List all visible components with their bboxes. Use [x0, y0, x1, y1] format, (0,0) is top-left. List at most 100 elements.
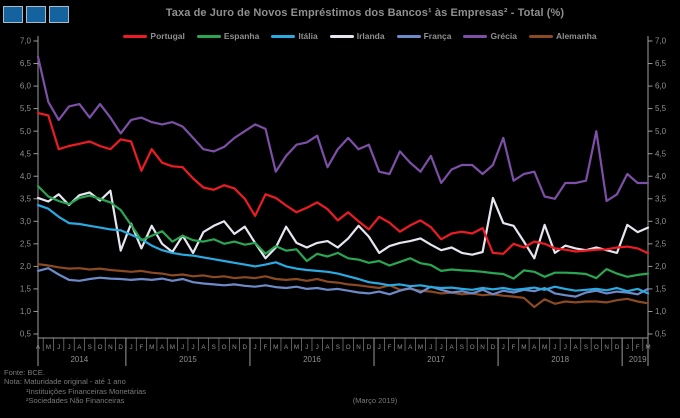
x-month-label: A: [325, 344, 330, 351]
chart-footnotes: Fonte: BCE. Nota: Maturidade original - …: [4, 368, 146, 406]
y-tick-label-left: 2,5: [20, 239, 32, 248]
x-month-label: J: [564, 344, 567, 351]
y-tick-label-left: 1,5: [20, 285, 32, 294]
y-tick-label-left: 4,0: [20, 172, 32, 181]
x-month-label: J: [553, 344, 556, 351]
y-tick-label-right: 6,0: [655, 82, 667, 91]
legend-swatch-grecia: [463, 34, 488, 38]
legend-item-franca: França: [396, 31, 452, 41]
y-tick-label-right: 0,5: [655, 330, 667, 339]
x-month-label: D: [367, 344, 372, 351]
legend-item-italia: Itália: [271, 31, 318, 41]
x-month-label: O: [98, 344, 103, 351]
x-month-label: S: [460, 344, 464, 351]
brand-logo: [3, 6, 69, 23]
y-tick-label-right: 2,0: [655, 262, 667, 271]
x-month-label: M: [418, 344, 423, 351]
legend-label: Espanha: [223, 31, 260, 41]
legend-swatch-franca: [396, 34, 421, 38]
x-month-label: N: [356, 344, 361, 351]
legend-label: Alemanha: [555, 31, 597, 41]
y-tick-label-right: 7,0: [655, 37, 667, 46]
x-month-label: N: [604, 344, 609, 351]
x-month-label: J: [440, 344, 443, 351]
x-month-label: J: [305, 344, 308, 351]
y-tick-label-right: 3,5: [655, 194, 667, 203]
x-month-label: A: [532, 344, 537, 351]
x-year-label: 2016: [303, 355, 321, 364]
series-line-espanha: [36, 185, 650, 280]
logo-square: [3, 6, 23, 23]
x-month-label: S: [212, 344, 216, 351]
legend-swatch-alemanha: [528, 34, 553, 38]
x-month-label: J: [67, 344, 70, 351]
y-tick-label-left: 5,0: [20, 127, 32, 136]
x-month-label: M: [46, 344, 51, 351]
y-tick-label-left: 2,0: [20, 262, 32, 271]
x-month-label: D: [615, 344, 620, 351]
x-month-label: A: [574, 344, 579, 351]
x-month-label: S: [584, 344, 588, 351]
x-month-label: M: [521, 344, 526, 351]
legend-label: Irlanda: [356, 31, 385, 41]
source-note: Fonte: BCE.: [4, 368, 45, 377]
x-month-label: D: [242, 344, 247, 351]
x-month-label: N: [232, 344, 237, 351]
legend-swatch-portugal: [123, 34, 148, 38]
footnote-1: ¹Instituições Financeiras Monetárias: [26, 386, 147, 396]
x-month-label: M: [294, 344, 299, 351]
legend-item-espanha: Espanha: [196, 31, 260, 41]
y-tick-label-left: 3,0: [20, 217, 32, 226]
x-month-label: J: [254, 344, 257, 351]
y-tick-label-right: 2,5: [655, 239, 667, 248]
x-month-label: N: [480, 344, 485, 351]
x-month-label: J: [429, 344, 432, 351]
y-tick-label-right: 3,0: [655, 217, 667, 226]
x-month-label: J: [192, 344, 195, 351]
y-tick-label-left: 5,5: [20, 104, 32, 113]
legend-item-irlanda: Irlanda: [329, 31, 385, 41]
x-year-label: 2015: [179, 355, 197, 364]
x-month-label: J: [626, 344, 629, 351]
y-tick-label-right: 1,5: [655, 285, 667, 294]
legend-swatch-espanha: [196, 34, 221, 38]
series-line-alemanha: [36, 263, 650, 309]
y-tick-label-right: 5,5: [655, 104, 667, 113]
y-tick-label-left: 7,0: [20, 37, 32, 46]
x-month-label: O: [222, 344, 227, 351]
legend-item-alemanha: Alemanha: [528, 31, 597, 41]
y-tick-label-right: 1,0: [655, 307, 667, 316]
y-tick-label-left: 6,5: [20, 59, 32, 68]
y-tick-label-left: 1,0: [20, 307, 32, 316]
legend-label: Itália: [298, 31, 318, 41]
x-month-label: A: [77, 344, 82, 351]
x-year-label: 2014: [70, 355, 88, 364]
series-line-portugal: [36, 111, 650, 255]
x-month-label: A: [449, 344, 454, 351]
x-month-label: J: [502, 344, 505, 351]
y-tick-label-left: 0,5: [20, 330, 32, 339]
x-year-label: 2018: [551, 355, 569, 364]
x-month-label: O: [594, 344, 599, 351]
series-line-irlanda: [36, 189, 650, 260]
chart-title: Taxa de Juro de Novos Empréstimos dos Ba…: [165, 7, 565, 19]
logo-square: [49, 6, 69, 23]
footnote-2: ²Sociedades Não Financeiras: [26, 396, 125, 406]
y-tick-label-right: 4,0: [655, 172, 667, 181]
x-month-label: F: [264, 344, 268, 351]
legend-label: França: [423, 31, 452, 41]
x-month-label: A: [284, 344, 289, 351]
x-month-label: F: [636, 344, 640, 351]
x-month-label: O: [470, 344, 475, 351]
x-month-label: M: [542, 344, 547, 351]
legend-label: Portugal: [150, 31, 185, 41]
x-month-label: M: [149, 344, 154, 351]
x-month-label: M: [170, 344, 175, 351]
x-month-label: M: [645, 344, 650, 351]
x-month-label: J: [129, 344, 132, 351]
series-line-grecia: [36, 55, 650, 203]
x-month-label: N: [108, 344, 113, 351]
legend-swatch-irlanda: [329, 34, 354, 38]
x-month-label: A: [36, 344, 41, 351]
x-month-label: A: [408, 344, 413, 351]
